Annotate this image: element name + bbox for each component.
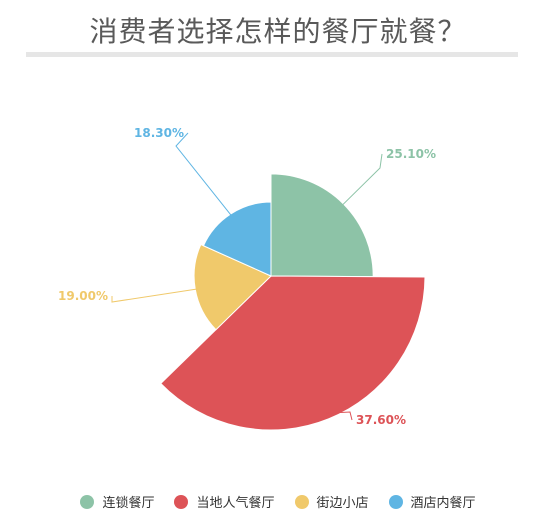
legend-item[interactable]: 连锁餐厅 bbox=[80, 492, 154, 511]
legend-label: 连锁餐厅 bbox=[102, 496, 155, 511]
legend-item[interactable]: 当地人气餐厅 bbox=[174, 492, 275, 511]
data-label: 18.30% bbox=[134, 126, 184, 140]
legend-label: 酒店内餐厅 bbox=[410, 496, 476, 511]
data-label: 25.10% bbox=[386, 147, 436, 161]
pie-slice[interactable] bbox=[160, 275, 426, 431]
data-label: 19.00% bbox=[58, 289, 108, 303]
legend-label: 街边小店 bbox=[316, 496, 369, 511]
legend: 连锁餐厅 当地人气餐厅 街边小店 酒店内餐厅 bbox=[0, 492, 556, 511]
label-leader-line bbox=[326, 411, 353, 421]
legend-item[interactable]: 街边小店 bbox=[294, 492, 369, 511]
pie-labels: 25.10% 37.60% 19.00% 18.30% bbox=[58, 126, 436, 427]
pie-slice[interactable] bbox=[202, 201, 272, 277]
legend-item[interactable]: 酒店内餐厅 bbox=[388, 492, 476, 511]
title-divider bbox=[26, 52, 518, 57]
legend-color-dot bbox=[80, 494, 95, 509]
pie-slices bbox=[160, 173, 426, 431]
label-leader-line bbox=[111, 287, 202, 303]
chart-title: 消费者选择怎样的餐厅就餐？ bbox=[89, 15, 467, 48]
label-leader-line bbox=[338, 153, 383, 209]
legend-color-dot bbox=[388, 494, 403, 509]
data-label: 37.60% bbox=[356, 413, 406, 427]
legend-label: 当地人气餐厅 bbox=[196, 496, 275, 511]
legend-color-dot bbox=[174, 494, 189, 509]
label-leader-line bbox=[175, 132, 235, 220]
legend-color-dot bbox=[294, 494, 309, 509]
